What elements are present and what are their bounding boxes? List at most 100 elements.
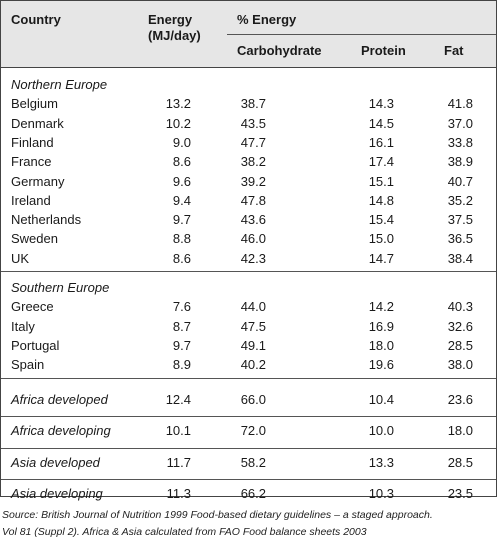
cell-fat: 23.6 [447, 391, 473, 407]
cell-fat: 36.5 [447, 231, 473, 247]
cell-energy: 8.6 [172, 154, 191, 170]
col-header-carbohydrate: Carbohydrate [237, 43, 322, 58]
table-header: Country Energy (MJ/day) % Energy Carbohy… [1, 1, 496, 68]
cell-country: Germany [11, 173, 65, 189]
row-divider [1, 416, 496, 417]
cell-carbohydrate: 47.7 [240, 134, 266, 150]
cell-country: Belgium [11, 96, 58, 112]
cell-energy: 10.1 [165, 423, 191, 438]
cell-fat: 40.3 [447, 299, 473, 315]
cell-country: Africa developing [11, 423, 111, 438]
nutrition-table: Country Energy (MJ/day) % Energy Carbohy… [0, 0, 497, 501]
cell-carbohydrate: 46.0 [240, 231, 266, 247]
cell-fat: 37.5 [447, 212, 473, 228]
cell-fat: 18.0 [447, 423, 473, 438]
cell-energy: 9.0 [172, 134, 191, 150]
cell-protein: 10.4 [368, 391, 394, 407]
source-line-2: Vol 81 (Suppl 2). Africa & Asia calculat… [2, 526, 367, 538]
cell-carbohydrate: 66.0 [240, 391, 266, 407]
cell-protein: 14.8 [368, 192, 394, 208]
row-divider [1, 447, 496, 449]
cell-country: Italy [11, 318, 35, 334]
col-header-energy-unit: (MJ/day) [148, 28, 201, 43]
col-header-country: Country [11, 12, 61, 27]
cell-protein: 10.0 [368, 423, 394, 438]
cell-fat: 38.9 [447, 154, 473, 170]
cell-energy: 10.2 [165, 115, 191, 131]
cell-carbohydrate: 40.2 [240, 357, 266, 373]
row-divider [1, 271, 496, 272]
row-divider [1, 377, 496, 379]
cell-fat: 32.6 [447, 318, 473, 334]
group-title: Northern Europe [11, 77, 108, 92]
cell-energy: 8.6 [172, 250, 191, 266]
cell-protein: 15.1 [368, 173, 394, 189]
cell-country: Asia developing [11, 486, 103, 501]
cell-country: Finland [11, 134, 54, 150]
cell-protein: 14.7 [368, 250, 394, 266]
col-header-fat: Fat [444, 43, 464, 58]
source-line-1: Source: British Journal of Nutrition 199… [2, 509, 433, 521]
cell-carbohydrate: 47.5 [240, 318, 266, 334]
cell-fat: 28.5 [447, 337, 473, 353]
cell-carbohydrate: 72.0 [240, 423, 266, 438]
cell-energy: 9.7 [172, 337, 191, 353]
cell-energy: 11.3 [166, 486, 191, 501]
cell-fat: 23.5 [447, 486, 473, 501]
cell-energy: 13.2 [165, 96, 191, 112]
cell-country: Africa developed [11, 391, 108, 407]
cell-protein: 14.5 [368, 115, 394, 131]
cell-energy: 8.8 [172, 231, 191, 247]
cell-protein: 13.3 [368, 454, 394, 470]
cell-carbohydrate: 58.2 [240, 454, 266, 470]
cell-country: Ireland [11, 192, 51, 208]
cell-fat: 38.4 [447, 250, 473, 266]
cell-energy: 11.7 [166, 454, 191, 470]
cell-carbohydrate: 47.8 [240, 192, 266, 208]
cell-fat: 40.7 [447, 173, 473, 189]
cell-protein: 10.3 [368, 486, 394, 501]
cell-carbohydrate: 38.2 [240, 154, 266, 170]
col-header-energy: Energy [148, 12, 193, 27]
col-header-protein: Protein [361, 43, 406, 58]
cell-fat: 38.0 [447, 357, 473, 373]
cell-protein: 15.4 [368, 212, 394, 228]
cell-country: Netherlands [11, 212, 82, 228]
cell-protein: 14.3 [368, 96, 394, 112]
group-title: Southern Europe [11, 280, 110, 295]
cell-carbohydrate: 38.7 [240, 96, 266, 112]
cell-energy: 9.6 [172, 173, 191, 189]
row-divider [1, 479, 496, 480]
cell-protein: 19.6 [368, 357, 394, 373]
cell-country: Portugal [11, 337, 60, 353]
cell-country: Sweden [11, 231, 58, 247]
cell-protein: 16.1 [368, 134, 394, 150]
source-note: Source: British Journal of Nutrition 199… [2, 507, 496, 541]
cell-country: Greece [11, 299, 54, 315]
cell-carbohydrate: 43.5 [240, 115, 266, 131]
cell-energy: 8.9 [172, 357, 191, 373]
cell-country: UK [11, 250, 30, 266]
cell-energy: 9.4 [172, 192, 191, 208]
cell-carbohydrate: 39.2 [240, 173, 266, 189]
cell-country: Asia developed [11, 454, 100, 470]
cell-fat: 41.8 [447, 96, 473, 112]
cell-carbohydrate: 66.2 [240, 486, 266, 501]
cell-protein: 15.0 [368, 231, 394, 247]
cell-fat: 37.0 [447, 115, 473, 131]
header-subdivider [227, 34, 496, 35]
cell-carbohydrate: 44.0 [240, 299, 266, 315]
cell-country: Denmark [11, 115, 64, 131]
cell-carbohydrate: 43.6 [240, 212, 266, 228]
cell-fat: 33.8 [447, 134, 473, 150]
cell-carbohydrate: 42.3 [240, 250, 266, 266]
cell-country: Spain [11, 357, 45, 373]
cell-protein: 16.9 [368, 318, 394, 334]
cell-protein: 17.4 [368, 154, 394, 170]
cell-carbohydrate: 49.1 [240, 337, 266, 353]
col-header-pct-energy: % Energy [237, 12, 297, 27]
cell-fat: 35.2 [447, 192, 473, 208]
cell-energy: 8.7 [172, 318, 191, 334]
cell-energy: 7.6 [172, 299, 191, 315]
cell-energy: 12.4 [165, 391, 191, 407]
